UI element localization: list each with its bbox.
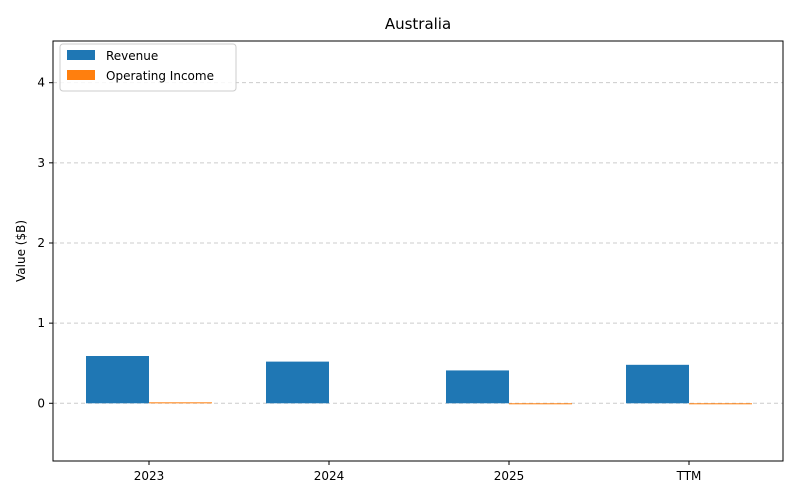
x-tick-label: 2024 bbox=[314, 469, 345, 483]
legend-label: Operating Income bbox=[106, 69, 214, 83]
y-tick-label: 2 bbox=[37, 236, 45, 250]
y-tick-label: 4 bbox=[37, 76, 45, 90]
legend-swatch bbox=[67, 70, 95, 80]
legend-label: Revenue bbox=[106, 49, 158, 63]
x-tick-label: 2023 bbox=[134, 469, 165, 483]
legend-box bbox=[59, 43, 237, 92]
y-tick-label: 3 bbox=[37, 156, 45, 170]
legend-swatch bbox=[67, 50, 95, 60]
bar-revenue bbox=[86, 356, 149, 404]
x-tick-label: TTM bbox=[676, 469, 702, 483]
y-tick-label: 0 bbox=[37, 396, 45, 410]
plot-frame bbox=[52, 40, 784, 462]
bar-revenue bbox=[266, 361, 329, 404]
x-axis: 2023 2024 2025 TTM bbox=[134, 461, 702, 483]
y-axis-label: Value ($B) bbox=[14, 220, 28, 282]
x-tick-label: 2025 bbox=[494, 469, 525, 483]
legend[interactable]: Revenue Operating Income bbox=[59, 43, 237, 92]
bar-operating-income bbox=[509, 403, 572, 405]
y-tick-label: 1 bbox=[37, 316, 45, 330]
bar-revenue bbox=[446, 370, 509, 404]
bar-revenue bbox=[626, 364, 689, 404]
bar-operating-income bbox=[149, 402, 212, 404]
chart-title: Australia bbox=[385, 15, 451, 33]
grid-lines bbox=[53, 82, 783, 404]
bars bbox=[86, 356, 752, 405]
y-axis: 0 1 2 3 4 bbox=[37, 76, 53, 410]
bar-operating-income bbox=[689, 403, 752, 405]
